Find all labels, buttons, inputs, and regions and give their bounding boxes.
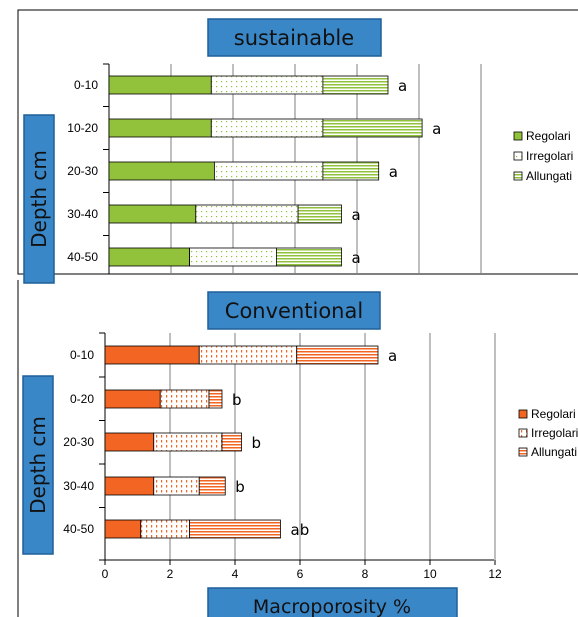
sustainable-bar-allungati-4 xyxy=(297,204,342,224)
conventional-legend-swatch xyxy=(518,409,528,419)
sustainable-legend-swatch xyxy=(513,131,523,141)
sustainable-category-ticks xyxy=(103,63,109,275)
sustainable-significance-letter: a xyxy=(352,206,361,224)
conventional-x-tick-label: 10 xyxy=(423,567,437,581)
conventional-xlabel-box: Macroporosity % xyxy=(207,587,458,617)
conventional-x-tick-label: 2 xyxy=(167,567,174,581)
conventional-ylabel-box: Depth cm xyxy=(22,375,54,555)
conventional-x-tick-label: 12 xyxy=(488,567,502,581)
conventional-x-tick-label: 4 xyxy=(232,567,239,581)
sustainable-legend-label: Irregolari xyxy=(526,149,573,163)
conventional-x-ticks: 0 2 4 6 8 10 12 xyxy=(102,560,502,581)
conventional-title: Conventional xyxy=(225,299,363,323)
conventional-bar-irregolari-4 xyxy=(153,476,200,496)
conventional-x-tick-label: 8 xyxy=(362,567,369,581)
conventional-bar-allungati-3 xyxy=(221,432,242,452)
sustainable-ylabel-box: Depth cm xyxy=(23,114,55,284)
conventional-bar-regolari-3 xyxy=(104,432,155,452)
conventional-bar-irregolari-1 xyxy=(198,345,298,365)
sustainable-bar-irregolari-4 xyxy=(195,204,299,224)
conventional-category-label: 0-10 xyxy=(70,348,94,362)
conventional-bar-regolari-1 xyxy=(104,345,200,365)
sustainable-bar-allungati-5 xyxy=(275,247,342,267)
conventional-legend-label: Regolari xyxy=(531,407,576,421)
conventional-x-tick-label: 6 xyxy=(297,567,304,581)
sustainable-category-label: 30-40 xyxy=(67,207,98,221)
sustainable-bar-allungati-2 xyxy=(322,118,423,138)
conventional-x-tick-label: 0 xyxy=(102,567,109,581)
conventional-legend-swatch xyxy=(518,447,528,457)
sustainable-significance-letters: a a a a a xyxy=(352,77,442,267)
conventional-bars xyxy=(104,345,379,539)
sustainable-legend-swatch xyxy=(513,151,523,161)
sustainable-bars xyxy=(108,75,423,267)
conventional-category-label: 40-50 xyxy=(63,522,94,536)
sustainable-significance-letter: a xyxy=(398,77,407,95)
sustainable-legend-label: Regolari xyxy=(526,129,571,143)
sustainable-bar-regolari-3 xyxy=(108,161,215,181)
conventional-significance-letter: b xyxy=(232,391,242,409)
sustainable-bar-irregolari-3 xyxy=(213,161,324,181)
sustainable-bar-allungati-3 xyxy=(322,161,380,181)
sustainable-category-label: 0-10 xyxy=(74,78,98,92)
conventional-legend-label: Allungati xyxy=(531,445,577,459)
conventional-legend-swatch xyxy=(518,428,528,438)
sustainable-bar-regolari-5 xyxy=(108,247,190,267)
conventional-category-label: 0-20 xyxy=(70,392,94,406)
conventional-significance-letter: b xyxy=(252,434,262,452)
sustainable-bar-allungati-1 xyxy=(322,75,389,95)
sustainable-bar-irregolari-5 xyxy=(189,247,277,267)
conventional-xlabel: Macroporosity % xyxy=(253,596,411,617)
sustainable-category-label: 40-50 xyxy=(67,250,98,264)
conventional-bar-allungati-5 xyxy=(189,519,281,539)
conventional-significance-letter: b xyxy=(235,478,245,496)
sustainable-legend-swatch xyxy=(513,171,523,181)
conventional-category-label: 30-40 xyxy=(63,479,94,493)
sustainable-title: sustainable xyxy=(234,26,354,50)
sustainable-legend-label: Allungati xyxy=(526,169,572,183)
conventional-legend-label: Irregolari xyxy=(531,426,578,440)
sustainable-significance-letter: a xyxy=(352,249,361,267)
conventional-category-labels: 0-10 0-20 20-30 30-40 40-50 xyxy=(63,348,94,536)
sustainable-bar-regolari-2 xyxy=(108,118,212,138)
conventional-category-ticks xyxy=(99,332,105,561)
conventional-bar-regolari-4 xyxy=(104,476,155,496)
sustainable-category-labels: 0-10 10-20 20-30 30-40 40-50 xyxy=(67,78,98,264)
conventional-bar-allungati-4 xyxy=(198,476,226,496)
sustainable-bar-irregolari-2 xyxy=(210,118,324,138)
conventional-bar-irregolari-5 xyxy=(140,519,190,539)
conventional-bar-allungati-2 xyxy=(208,389,223,409)
sustainable-category-label: 20-30 xyxy=(67,164,98,178)
sustainable-legend: Regolari Irregolari Allungati xyxy=(513,129,573,183)
sustainable-title-box: sustainable xyxy=(207,18,382,57)
conventional-bar-allungati-1 xyxy=(296,345,379,365)
conventional-ylabel: Depth cm xyxy=(26,416,50,514)
sustainable-bar-irregolari-1 xyxy=(210,75,324,95)
conventional-legend: Regolari Irregolari Allungati xyxy=(518,407,578,459)
sustainable-ylabel: Depth cm xyxy=(27,150,51,248)
conventional-significance-letter: a xyxy=(388,347,397,365)
conventional-bar-irregolari-3 xyxy=(153,432,223,452)
conventional-significance-letter: ab xyxy=(291,521,310,539)
conventional-category-label: 20-30 xyxy=(63,435,94,449)
sustainable-category-label: 10-20 xyxy=(67,121,98,135)
conventional-title-box: Conventional xyxy=(207,291,381,330)
sustainable-significance-letter: a xyxy=(432,120,441,138)
conventional-bar-irregolari-2 xyxy=(159,389,210,409)
conventional-bar-regolari-2 xyxy=(104,389,161,409)
sustainable-bar-regolari-4 xyxy=(108,204,197,224)
sustainable-bar-regolari-1 xyxy=(108,75,212,95)
sustainable-significance-letter: a xyxy=(389,163,398,181)
sustainable-panel: 0-10 10-20 20-30 30-40 40-50 a a a a a sustainab… xyxy=(17,9,578,284)
conventional-bar-regolari-5 xyxy=(104,519,142,539)
